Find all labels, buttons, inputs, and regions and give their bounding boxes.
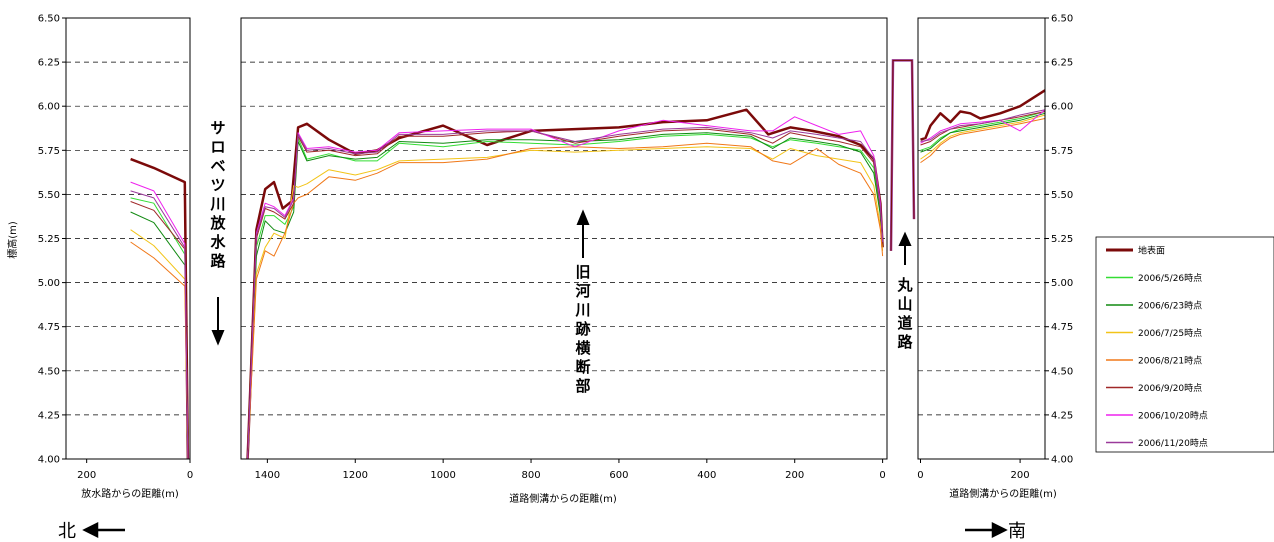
x-tick-label: 200 bbox=[1011, 470, 1030, 481]
annotation-old-river-crossing: 旧河川跡横断部 bbox=[574, 263, 591, 395]
series-line bbox=[920, 89, 1046, 141]
x-tick-label: 800 bbox=[521, 470, 540, 481]
x-axis-label-right: 道路側溝からの距離(m) bbox=[949, 487, 1057, 500]
y-tick-label-right: 6.00 bbox=[1051, 102, 1073, 113]
arrow-up-icon bbox=[576, 209, 590, 258]
legend-label: 2006/7/25時点 bbox=[1138, 328, 1202, 339]
series-line bbox=[247, 132, 884, 460]
series-line bbox=[920, 111, 1046, 146]
arrow-left-icon bbox=[82, 521, 125, 539]
grid-lines bbox=[66, 61, 1045, 416]
legend-label: 2006/8/21時点 bbox=[1138, 356, 1202, 367]
series-line bbox=[920, 114, 1046, 160]
y-tick-label-right: 4.75 bbox=[1051, 322, 1073, 333]
series-line bbox=[247, 146, 884, 460]
annotation-sarobetsu-river: サロベツ川放水路 bbox=[209, 119, 226, 270]
arrow-down-icon bbox=[211, 297, 225, 346]
x-tick-label: 200 bbox=[77, 470, 96, 481]
y-tick-label-left: 4.75 bbox=[38, 322, 60, 333]
legend: 地表面 2006/5/26時点 2006/6/23時点 2006/7/25時点 2006… bbox=[1095, 236, 1274, 453]
y-tick-label-left: 5.75 bbox=[38, 146, 60, 157]
series-line bbox=[130, 241, 189, 460]
arrow-up-icon bbox=[898, 231, 912, 265]
series-line bbox=[130, 201, 189, 460]
series-line bbox=[247, 126, 884, 460]
series-line bbox=[247, 142, 884, 460]
y-tick-label-right: 5.50 bbox=[1051, 190, 1073, 201]
legend-label: 2006/6/23時点 bbox=[1138, 301, 1202, 312]
x-axis-label-middle: 道路側溝からの距離(m) bbox=[509, 492, 617, 505]
y-tick-label-left: 4.00 bbox=[38, 455, 60, 466]
x-tick-label: 0 bbox=[879, 470, 885, 481]
series-line bbox=[130, 157, 190, 460]
legend-label: 地表面 bbox=[1138, 245, 1165, 257]
y-tick-label-right: 4.00 bbox=[1051, 455, 1073, 466]
x-tick-label: 0 bbox=[187, 470, 193, 481]
x-tick-label: 0 bbox=[917, 470, 923, 481]
series-line bbox=[130, 211, 189, 460]
series-line bbox=[890, 59, 915, 251]
legend-label: 2006/9/20時点 bbox=[1138, 383, 1202, 394]
y-tick-label-right: 6.50 bbox=[1051, 14, 1073, 25]
y-tick-label-left: 5.25 bbox=[38, 234, 60, 245]
x-tick-label: 1200 bbox=[343, 470, 368, 481]
y-tick-label-left: 6.00 bbox=[38, 102, 60, 113]
x-tick-label: 400 bbox=[697, 470, 716, 481]
series-line bbox=[130, 190, 189, 460]
legend-label: 2006/5/26時点 bbox=[1138, 273, 1202, 284]
series-line bbox=[920, 112, 1046, 153]
x-tick-label: 600 bbox=[609, 470, 628, 481]
y-tick-label-right: 5.25 bbox=[1051, 234, 1073, 245]
panel-frame bbox=[240, 17, 888, 460]
annotation-maruyama-road: 丸山道路 bbox=[896, 276, 913, 351]
series-line bbox=[247, 133, 884, 460]
series-line bbox=[130, 229, 189, 460]
y-tick-label-left: 4.25 bbox=[38, 410, 60, 421]
y-tick-label-right: 5.75 bbox=[1051, 146, 1073, 157]
series-line bbox=[130, 181, 189, 460]
y-tick-label-left: 5.00 bbox=[38, 278, 60, 289]
x-tick-label: 1400 bbox=[255, 470, 280, 481]
series-line bbox=[130, 197, 189, 460]
y-tick-label-right: 5.00 bbox=[1051, 278, 1073, 289]
y-tick-label-right: 4.25 bbox=[1051, 410, 1073, 421]
series-lines bbox=[130, 59, 1046, 460]
series-line bbox=[246, 108, 884, 460]
series-line bbox=[247, 128, 884, 460]
series-line bbox=[920, 111, 1046, 151]
series-line bbox=[889, 59, 916, 251]
x-tick-label: 200 bbox=[785, 470, 804, 481]
series-line bbox=[920, 118, 1046, 164]
x-axis-label-left: 放水路からの距離(m) bbox=[81, 487, 179, 500]
y-tick-label-right: 6.25 bbox=[1051, 58, 1073, 69]
series-line bbox=[920, 109, 1046, 142]
arrow-right-icon bbox=[965, 521, 1008, 539]
south-label: 南 bbox=[1008, 521, 1026, 542]
y-tick-label-left: 6.50 bbox=[38, 14, 60, 25]
y-tick-label-left: 6.25 bbox=[38, 58, 60, 69]
y-tick-label-left: 4.50 bbox=[38, 366, 60, 377]
y-axis-label: 標高(m) bbox=[6, 221, 19, 259]
x-tick-label: 1000 bbox=[430, 470, 455, 481]
legend-label: 2006/11/20時点 bbox=[1138, 438, 1208, 449]
axis-ticks: 4.00 4.00 4.25 4.25 4.50 4.50 4.75 4.75 5.00 5.00… bbox=[38, 14, 1074, 482]
series-line bbox=[920, 109, 1046, 144]
north-label: 北 bbox=[58, 521, 76, 542]
legend-label: 2006/10/20時点 bbox=[1138, 411, 1208, 422]
series-line bbox=[247, 116, 884, 460]
y-tick-label-right: 4.50 bbox=[1051, 366, 1073, 377]
y-tick-label-left: 5.50 bbox=[38, 190, 60, 201]
